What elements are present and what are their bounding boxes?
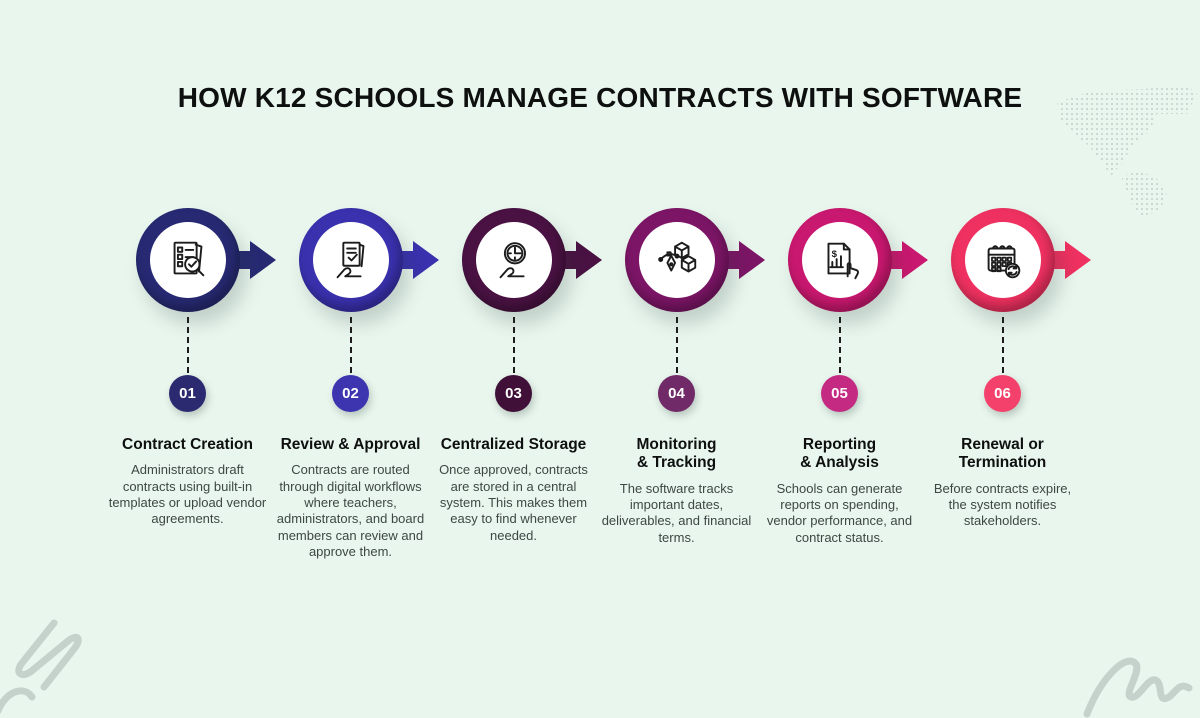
step-renewal-termination: 06 Renewal or Termination Before contrac… [921,208,1091,561]
step-icon-wrap [638,222,715,298]
document-checklist-search-icon [173,241,204,277]
step-review-approval: 02 Review & Approval Contracts are route… [269,208,439,561]
steps-row: 01 Contract Creation Administrators draf… [106,208,1091,561]
step-icon-wrap [475,222,552,298]
step-number-badge: 06 [984,375,1021,412]
dashed-connector [349,317,352,373]
step-circle [950,208,1091,312]
step-description: Administrators draft contracts using bui… [108,462,267,527]
financial-report-icon: $ [827,242,859,280]
calendar-renewal-icon [987,245,1020,279]
step-arrow-icon [708,241,765,279]
step-icon-wrap [149,222,226,298]
step-number-badge: 02 [332,375,369,412]
step-number-badge: 04 [658,375,695,412]
scribble-icon [0,619,82,714]
step-icon-wrap [312,222,389,298]
step-title: Reporting & Analysis [800,436,879,472]
step-title: Contract Creation [122,436,253,453]
step-ring [950,208,1055,312]
dashed-connector [1001,317,1004,373]
step-title: Renewal or Termination [958,436,1047,472]
step-title: Review & Approval [280,436,421,453]
step-arrow-icon [1034,241,1091,279]
page-title: HOW K12 SCHOOLS MANAGE CONTRACTS WITH SO… [177,82,1023,113]
dashed-connector [675,317,678,373]
step-description: The software tracks important dates, del… [601,480,752,545]
step-arrow-icon [382,241,439,279]
step-title: Centralized Storage [440,436,587,453]
dashed-connector [838,317,841,373]
step-arrow-icon [871,241,928,279]
step-title: Monitoring & Tracking [636,436,717,472]
step-circle [298,208,439,312]
step-centralized-storage: 03 Centralized Storage Once approved, co… [432,208,602,561]
step-ring [298,208,403,312]
step-description: Schools can generate reports on spending… [766,480,913,545]
pen-tool-cubes-icon [657,241,696,273]
step-description: Once approved, contracts are stored in a… [439,462,588,543]
dashed-connector [186,317,189,373]
step-contract-creation: 01 Contract Creation Administrators draf… [106,208,276,561]
step-ring: $ [787,208,892,312]
scribble-icon [1083,657,1193,718]
step-arrow-icon [545,241,602,279]
svg-text:$: $ [831,249,837,260]
step-icon-wrap [964,222,1041,298]
step-circle [624,208,765,312]
approval-document-hand-icon [336,241,364,279]
step-circle: $ [787,208,928,312]
clock-in-hand-icon [499,242,526,279]
step-ring [135,208,240,312]
step-description: Before contracts expire, the system noti… [933,480,1072,529]
dashed-connector [512,317,515,373]
step-monitoring-tracking: 04 Monitoring & Tracking The software tr… [595,208,765,561]
step-number-badge: 03 [495,375,532,412]
step-number-badge: 01 [169,375,206,412]
step-circle [135,208,276,312]
step-ring [624,208,729,312]
step-description: Contracts are routed through digital wor… [276,462,425,560]
step-reporting-analysis: $ 05 Reporting & Analysis Schools can ge… [758,208,928,561]
step-ring [461,208,566,312]
step-circle [461,208,602,312]
step-arrow-icon [219,241,276,279]
step-number-badge: 05 [821,375,858,412]
infographic-page: { "title": "HOW K12 SCHOOLS MANAGE CONTR… [0,82,1200,718]
step-icon-wrap: $ [801,222,878,298]
